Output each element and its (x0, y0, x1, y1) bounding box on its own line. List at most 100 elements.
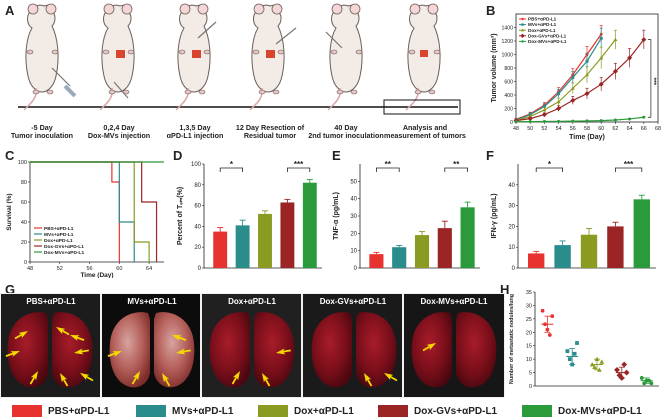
y-axis-title: Number of metastatic nodules/lung (509, 294, 515, 384)
photo-label-1: PBS+αPD-L1 (26, 297, 76, 306)
data-point (599, 119, 603, 123)
panel-letter-g: G (5, 282, 16, 297)
legend-marker (520, 33, 525, 38)
data-point (541, 112, 547, 118)
y-tick-label: 0 (198, 266, 202, 272)
x-tick-label: 60 (598, 126, 604, 132)
significance-bracket (287, 167, 311, 172)
y-tick-label: 0 (512, 266, 516, 272)
y-tick-label: 25 (526, 317, 532, 323)
legend-swatch-dox (258, 405, 288, 417)
legend-item-dox-gvs: Dox-GVs+αPD-L1 (378, 404, 497, 418)
y-tick-label: 600 (504, 80, 513, 86)
data-point (556, 99, 561, 104)
bar-4 (633, 199, 650, 268)
y-tick-label: 20 (194, 245, 201, 251)
nodules-chart: 0 5 10 15 20 25 30 35 Number of metastatic nodul… (509, 290, 659, 390)
y-tick-label: 10 (508, 245, 515, 251)
y-tick-label: 40 (350, 197, 357, 203)
y-tick-label: 20 (508, 224, 515, 230)
data-point (642, 115, 646, 119)
data-point (557, 119, 561, 123)
x-tick-label: 48 (27, 266, 33, 272)
bar-0 (213, 231, 228, 268)
legend-marker (521, 23, 524, 26)
legend-label: Dox-MVs+αPD-L1 (44, 250, 84, 256)
timeline-diagram (18, 3, 461, 115)
bar-1 (554, 245, 571, 268)
photo-label-3: Dox+αPD-L1 (228, 297, 276, 306)
significance-bracket (376, 167, 400, 172)
timeline-step-4: 12 Day Resection of Residual tumor (235, 123, 305, 141)
bar-3 (437, 228, 452, 268)
tnf-chart: 0 10 20 30 40 50 TNF-α (pg/mL) ** ** (333, 160, 480, 272)
y-tick-label: 20 (350, 231, 357, 237)
data-point (565, 349, 570, 353)
significance-label: ** (385, 160, 392, 169)
y-axis-title: IFN-γ (pg/mL) (491, 193, 498, 238)
significance-bracket (444, 167, 468, 172)
panel-letter-b: B (486, 3, 496, 18)
legend-swatch-dox-mvs (522, 405, 552, 417)
data-point (528, 113, 532, 117)
x-axis-title: Time (Day) (569, 134, 605, 141)
y-tick-label: 1400 (501, 26, 513, 32)
y-tick-label: 1000 (501, 53, 513, 59)
y-tick-label: 60 (194, 204, 201, 210)
bar-4 (460, 207, 475, 268)
legend-marker (521, 40, 524, 43)
x-tick-label: 54 (556, 126, 562, 132)
legend-label: PBS+αPD-L1 (528, 17, 557, 22)
series-line (515, 116, 644, 123)
data-point (642, 381, 647, 386)
bar-2 (580, 234, 598, 268)
data-point (572, 351, 577, 356)
data-point (647, 378, 651, 383)
legend-label: Dox+αPD-L1 (44, 238, 73, 244)
bar-2 (414, 235, 430, 268)
y-tick-label: 0 (529, 384, 532, 390)
x-tick-label: 52 (57, 266, 63, 272)
data-point (585, 119, 589, 123)
data-point (594, 356, 600, 362)
photo-label-5: Dox-MVs+αPD-L1 (420, 297, 488, 306)
legend-label: Dox+αPD-L1 (528, 28, 556, 33)
legend-label: MVs+αPD-L1 (44, 232, 74, 238)
mouse-icon-1 (23, 3, 77, 111)
series-4 (514, 115, 646, 124)
x-tick-label: 68 (655, 126, 661, 132)
data-point (547, 333, 552, 337)
data-point (557, 92, 561, 96)
series-1 (514, 27, 603, 122)
panel-letter-d: D (173, 148, 183, 163)
x-axis-title: Time (Day) (80, 272, 113, 278)
y-tick-label: 40 (508, 183, 515, 189)
timeline-step-2: 0,2,4 Day Dox-MVs injection (87, 123, 151, 141)
significance-bracket (219, 167, 243, 172)
x-tick-label: 58 (584, 126, 590, 132)
legend-item-mvs: MVs+αPD-L1 (136, 404, 233, 418)
significance-bracket (647, 39, 652, 118)
legend-marker (521, 17, 524, 21)
legend-swatch-dox-gvs (378, 405, 408, 417)
survival-chart: 0 20 40 60 80 100 48 52 56 60 64 Time (Day) Survival… (6, 160, 164, 278)
tumor-volume-chart: 0 200 400 600 800 1000 1200 1400 48 50 52 54 56 58 60 6… (491, 13, 661, 141)
y-tick-label: 100 (18, 160, 27, 166)
y-tick-label: 80 (194, 183, 201, 189)
legend-label: Dox-GVs+αPD-L1 (44, 244, 84, 250)
panel-letter-f: F (486, 148, 494, 163)
bar-4 (302, 182, 317, 268)
y-tick-label: 30 (350, 214, 357, 220)
data-point (639, 376, 644, 380)
data-point (550, 314, 555, 319)
y-tick-label: 1200 (501, 39, 513, 45)
y-tick-label: 15 (526, 344, 532, 350)
bar-1 (235, 225, 250, 268)
y-tick-label: 30 (508, 204, 515, 210)
data-point (528, 120, 532, 124)
data-point (585, 72, 589, 77)
y-tick-label: 800 (504, 66, 513, 72)
legend-label: Dox-MVs+αPD-L1 (528, 39, 567, 44)
